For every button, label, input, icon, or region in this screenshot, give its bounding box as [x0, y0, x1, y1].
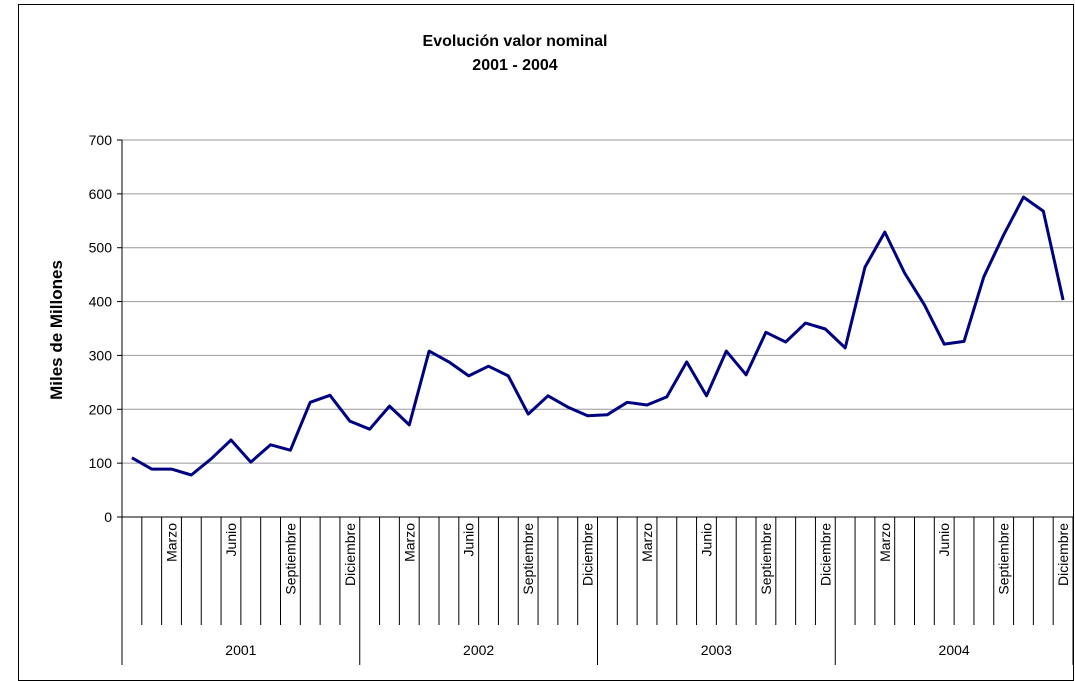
x-tick-label: Junio	[698, 523, 714, 557]
x-tick-label: Septiembre	[758, 523, 774, 595]
x-tick-label: Marzo	[164, 523, 180, 562]
x-tick-label: Junio	[461, 523, 477, 557]
x-tick-label: Diciembre	[342, 523, 358, 586]
y-tick-label: 500	[89, 240, 113, 256]
x-tick-label: Septiembre	[282, 523, 298, 595]
y-tick-label: 600	[89, 186, 113, 202]
y-tick-label: 400	[89, 294, 113, 310]
x-tick-label: Diciembre	[1055, 523, 1071, 586]
x-tick-label: Marzo	[401, 523, 417, 562]
x-tick-label: Diciembre	[817, 523, 833, 586]
x-group-label: 2001	[225, 642, 256, 658]
x-tick-label: Junio	[223, 523, 239, 557]
x-group-label: 2002	[463, 642, 494, 658]
y-tick-label: 0	[104, 509, 112, 525]
x-tick-label: Marzo	[877, 523, 893, 562]
x-tick-label: Diciembre	[580, 523, 596, 586]
chart-frame	[18, 4, 1074, 681]
y-tick-label: 200	[89, 401, 113, 417]
x-group-label: 2004	[939, 642, 970, 658]
x-tick-label: Marzo	[639, 523, 655, 562]
y-tick-label: 100	[89, 455, 113, 471]
chart-subtitle: 2001 - 2004	[472, 57, 558, 74]
x-group-label: 2003	[701, 642, 732, 658]
chart-title: Evolución valor nominal	[423, 33, 608, 50]
x-tick-label: Septiembre	[520, 523, 536, 595]
line	[131, 195, 1065, 477]
y-axis-label: Miles de Millones	[47, 260, 66, 400]
y-tick-label: 300	[89, 347, 113, 363]
x-tick-label: Junio	[936, 523, 952, 557]
y-tick-label: 700	[89, 132, 113, 148]
x-tick-label: Septiembre	[996, 523, 1012, 595]
